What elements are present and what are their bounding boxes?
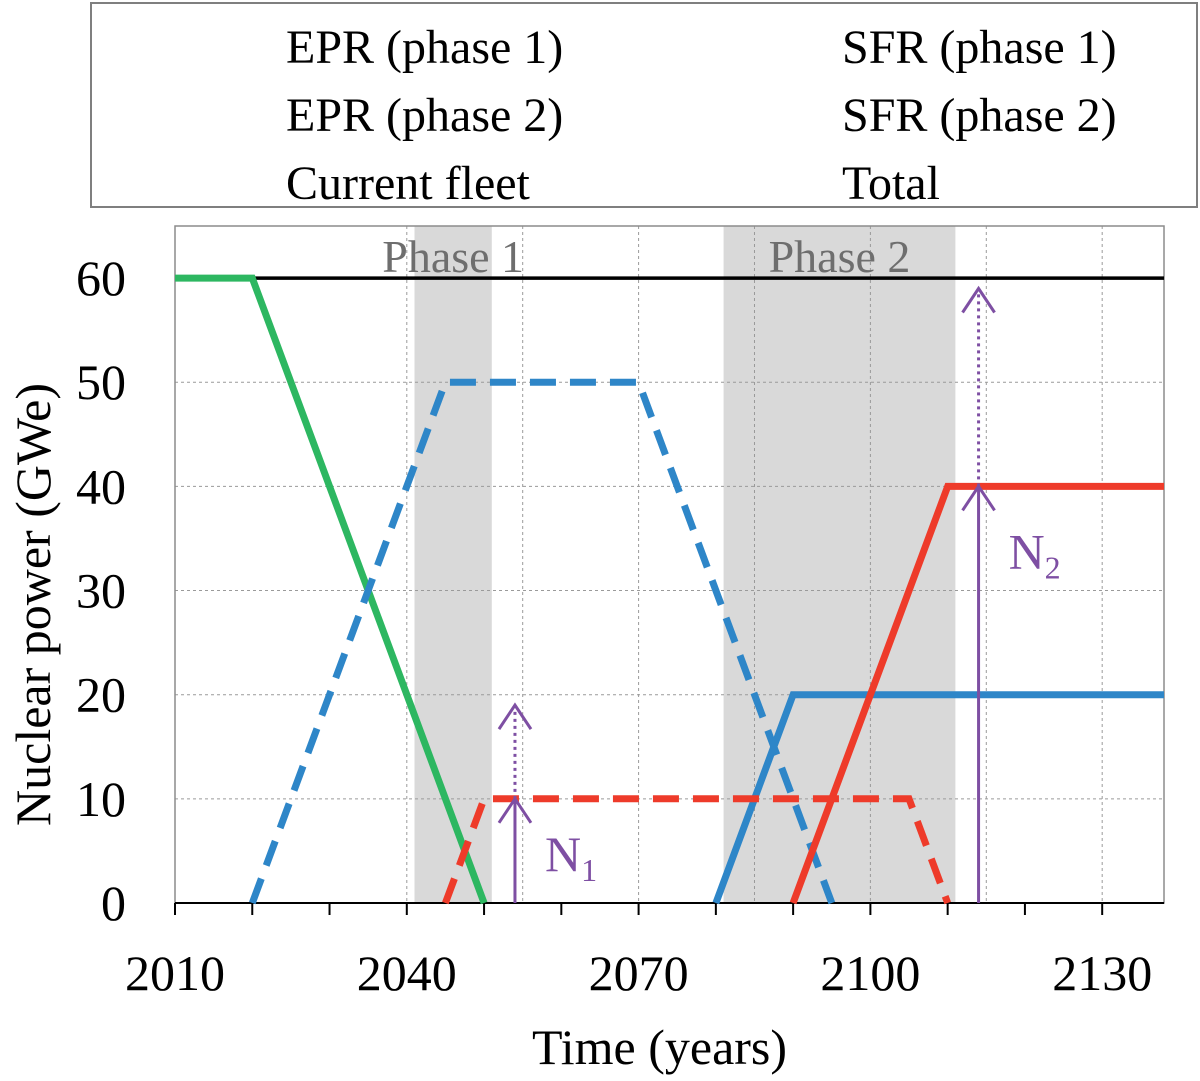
series-line-epr-phase-2 [712,691,1164,905]
series-line-current-fleet [175,274,488,905]
annotation-arrowhead [497,702,533,730]
series-lines [175,274,1164,905]
legend-label: Total [842,157,940,210]
x-tick-label: 2100 [820,945,920,1001]
y-tick-label: 30 [76,563,126,619]
x-axis-label: Time (years) [532,1019,787,1075]
y-tick-label: 60 [76,250,126,306]
y-axis-label: Nuclear power (GWe) [5,383,61,826]
series-line-sfr-phase-1 [442,795,951,905]
y-tick-label: 10 [76,771,126,827]
annotation-subscript: 1 [581,852,597,888]
annotation-label: N1 [545,826,597,888]
series-line-epr-phase-1 [249,378,836,905]
y-tick-label: 40 [76,458,126,514]
phase-labels: Phase 1 Phase 2 [382,231,910,282]
x-tick-label: 2070 [589,945,689,1001]
x-tick-label: 2130 [1052,945,1152,1001]
legend-label: Current fleet [286,157,530,210]
axes: 2010 2040 2070 2100 2130 0 10 20 30 40 50 60 [76,250,1164,1001]
annotations: N1 N2 [497,285,1061,903]
y-tick-label: 50 [76,354,126,410]
phase-band [414,226,492,903]
legend-label: EPR (phase 1) [286,21,564,74]
y-tick-label: 0 [101,875,126,931]
annotation-label: N2 [1009,523,1061,585]
legend-label: SFR (phase 1) [842,21,1117,74]
phase-label: Phase 2 [769,231,911,282]
annotation-arrowhead [961,285,996,314]
legend-label: EPR (phase 2) [286,89,564,142]
y-tick-label: 20 [76,667,126,723]
legend-label: SFR (phase 2) [842,89,1117,142]
annotation-subscript: 2 [1045,549,1061,585]
x-tick-label: 2040 [357,945,457,1001]
phase-label: Phase 1 [382,231,524,282]
x-tick-label: 2010 [125,945,225,1001]
legend: EPR (phase 1) SFR (phase 1) EPR (phase 2… [90,2,1198,210]
series-line-sfr-phase-2 [789,482,1164,905]
